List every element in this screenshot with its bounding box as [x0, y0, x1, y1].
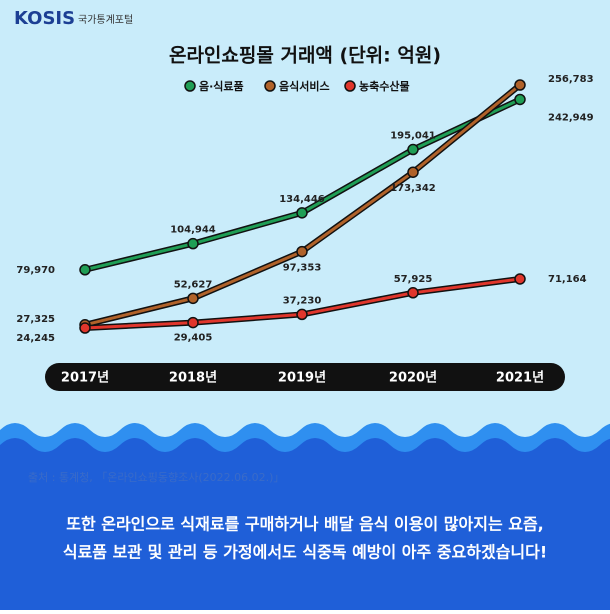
x-tick-label: 2018년	[169, 371, 217, 386]
value-label: 27,325	[16, 314, 55, 325]
wave-front	[0, 438, 610, 610]
value-label: 29,405	[174, 333, 213, 344]
x-tick-label: 2017년	[61, 371, 109, 386]
data-point	[514, 79, 526, 91]
legend-label: 음식서비스	[279, 79, 330, 93]
value-label: 79,970	[16, 265, 55, 276]
data-point	[514, 273, 526, 285]
value-label: 71,164	[548, 274, 587, 285]
data-point	[514, 93, 526, 106]
x-tick-label: 2021년	[496, 371, 544, 386]
value-label: 52,627	[174, 279, 213, 290]
logo-subtitle: 국가통계포털	[78, 14, 133, 26]
message-line: 또한 온라인으로 식재료를 구매하거나 배달 음식 이용이 많아지는 요즘,	[66, 515, 544, 534]
data-point	[296, 308, 308, 321]
value-label: 57,925	[394, 274, 433, 285]
data-point	[296, 207, 308, 219]
legend-label: 농축수산물	[359, 79, 410, 93]
value-label: 97,353	[283, 263, 322, 274]
data-point	[187, 316, 199, 329]
x-tick-label: 2020년	[389, 371, 437, 386]
value-label: 24,245	[16, 333, 55, 344]
source: 출처 : 통계청, 「온라인쇼핑동향조사(2022.06.02.)」	[28, 471, 284, 484]
data-point	[407, 166, 419, 178]
legend-label: 음·식료품	[199, 79, 244, 93]
legend-marker	[344, 80, 356, 92]
message-line: 식료품 보관 및 관리 등 가정에서도 식중독 예방이 아주 중요하겠습니다!	[63, 543, 547, 562]
data-point	[79, 264, 91, 276]
value-label: 256,783	[548, 74, 594, 85]
data-point	[187, 292, 199, 305]
data-point	[407, 287, 419, 299]
data-point	[407, 143, 419, 156]
chart-title: 온라인쇼핑몰 거래액 (단위: 억원)	[169, 45, 441, 67]
value-label: 104,944	[170, 225, 216, 236]
data-point	[187, 237, 199, 250]
value-label: 173,342	[390, 183, 436, 194]
value-label: 242,949	[548, 112, 594, 123]
legend-marker	[264, 80, 276, 92]
data-point	[296, 245, 308, 258]
x-tick-label: 2019년	[278, 371, 326, 386]
value-label: 37,230	[283, 295, 322, 306]
value-label: 134,446	[279, 194, 325, 205]
legend-marker	[184, 80, 196, 92]
year-bar	[45, 363, 565, 391]
value-label: 195,041	[390, 131, 436, 142]
data-point	[79, 322, 91, 334]
logo-brand: KOSIS	[14, 8, 75, 29]
